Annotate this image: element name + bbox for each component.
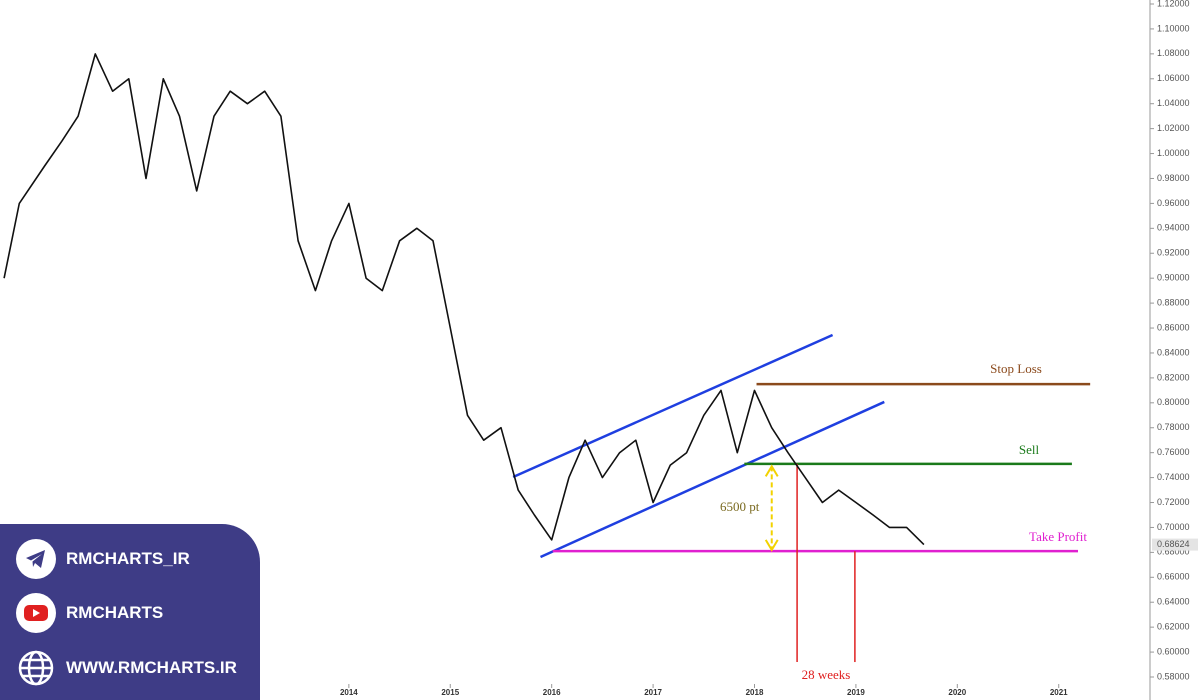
y-tick-label: 0.62000 [1157, 622, 1190, 632]
x-tick-label: 2017 [644, 688, 662, 697]
last-price-box [1152, 538, 1198, 551]
y-tick-label: 0.94000 [1157, 223, 1190, 233]
telegram-label: RMCHARTS_IR [66, 549, 190, 568]
x-tick-label: 2021 [1050, 688, 1068, 697]
y-tick-label: 1.04000 [1157, 98, 1190, 108]
y-tick-label: 1.10000 [1157, 23, 1190, 33]
social-panel: RMCHARTS_IR RMCHARTS WWW.RMCHARTS.IR [0, 524, 260, 700]
channel-upper-line [512, 333, 834, 479]
y-tick-label: 0.80000 [1157, 397, 1190, 407]
website-icon [16, 648, 56, 688]
y-tick-label: 0.98000 [1157, 173, 1190, 183]
y-tick-label: 0.70000 [1157, 522, 1190, 532]
take-profit-label: Take Profit [1029, 529, 1087, 544]
weeks-end-label: 28 weeks [802, 667, 851, 682]
y-tick-label: 0.66000 [1157, 572, 1190, 582]
website-row[interactable]: WWW.RMCHARTS.IR [16, 648, 237, 688]
x-tick-label: 2015 [441, 688, 459, 697]
sell-label: Sell [1019, 442, 1040, 457]
website-label: WWW.RMCHARTS.IR [66, 658, 237, 677]
y-tick-label: 0.84000 [1157, 347, 1190, 357]
y-tick-label: 1.02000 [1157, 123, 1190, 133]
y-tick-label: 1.06000 [1157, 73, 1190, 83]
y-tick-label: 0.68000 [1157, 547, 1190, 557]
y-tick-label: 0.78000 [1157, 422, 1190, 432]
y-tick-label: 0.88000 [1157, 297, 1190, 307]
y-tick-label: 0.64000 [1157, 597, 1190, 607]
x-tick-label: 2018 [746, 688, 764, 697]
channel-lower-line [540, 400, 885, 559]
y-tick-label: 1.12000 [1157, 0, 1190, 8]
y-tick-label: 1.00000 [1157, 148, 1190, 158]
stop-loss-label: Stop Loss [990, 361, 1042, 376]
arrow-head [764, 539, 779, 552]
x-tick-label: 2014 [340, 688, 358, 697]
x-tick-label: 2020 [948, 688, 966, 697]
y-tick-label: 0.76000 [1157, 447, 1190, 457]
y-tick-label: 0.86000 [1157, 322, 1190, 332]
y-tick-label: 0.58000 [1157, 671, 1190, 681]
x-tick-label: 2019 [847, 688, 865, 697]
telegram-icon [16, 539, 56, 579]
youtube-icon [16, 593, 56, 633]
y-tick-label: 0.92000 [1157, 248, 1190, 258]
x-tick-label: 2016 [543, 688, 561, 697]
price-line [3, 53, 925, 546]
y-tick-label: 0.90000 [1157, 273, 1190, 283]
y-tick-label: 0.60000 [1157, 646, 1190, 656]
youtube-label: RMCHARTS [66, 603, 164, 622]
y-tick-label: 0.72000 [1157, 497, 1190, 507]
distance-label: 6500 pt [720, 499, 760, 514]
last-price-label: 0.68624 [1157, 539, 1190, 549]
telegram-row[interactable]: RMCHARTS_IR [16, 539, 190, 579]
y-tick-label: 1.08000 [1157, 48, 1190, 58]
y-tick-label: 0.82000 [1157, 372, 1190, 382]
youtube-row[interactable]: RMCHARTS [16, 593, 163, 633]
y-tick-label: 0.74000 [1157, 472, 1190, 482]
y-tick-label: 0.96000 [1157, 198, 1190, 208]
arrow-head [764, 464, 779, 477]
